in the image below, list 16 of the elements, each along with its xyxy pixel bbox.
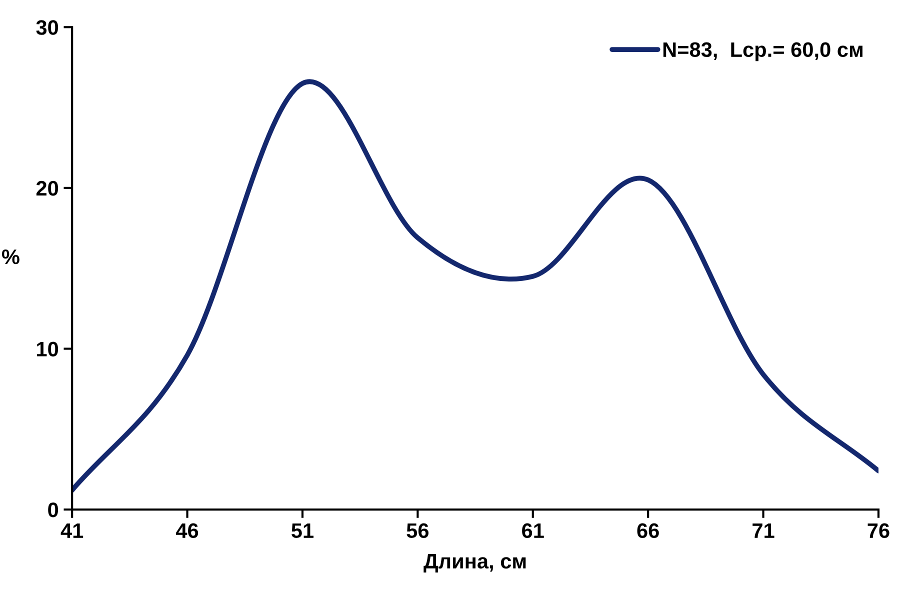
- x-tick-label: 71: [752, 523, 774, 538]
- x-axis-title: Длина, см: [424, 554, 526, 573]
- x-tick-label: 51: [292, 523, 314, 538]
- x-tick-label: 56: [406, 523, 429, 538]
- x-tick-label: 46: [176, 523, 198, 538]
- y-tick-label: 20: [36, 180, 58, 196]
- x-tick-label: 66: [637, 523, 659, 538]
- y-axis-title: %: [2, 250, 20, 264]
- legend-label: N=83, Lср.= 60,0 см: [663, 42, 862, 62]
- line-series: [72, 80, 878, 493]
- x-tick-label: 61: [522, 523, 544, 538]
- x-tick-label: 41: [60, 523, 84, 538]
- y-tick-label: 30: [36, 20, 58, 35]
- y-tick-label: 10: [37, 342, 58, 356]
- x-tick-label: 76: [868, 523, 890, 538]
- y-tick-label: 0: [48, 502, 58, 518]
